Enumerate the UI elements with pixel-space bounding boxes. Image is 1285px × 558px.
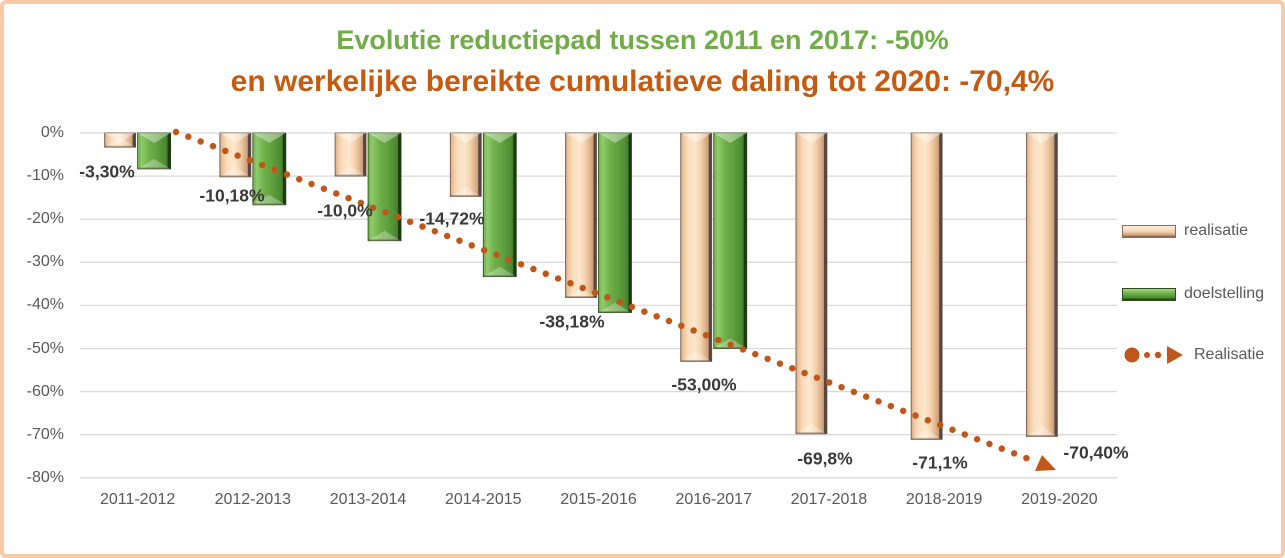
y-tick-label: -80%: [26, 468, 64, 486]
x-axis-label: 2018-2019: [905, 491, 983, 508]
bar-doelstelling[interactable]: [598, 132, 632, 313]
x-axis-label: 2019-2020: [1021, 491, 1098, 508]
bar-doelstelling[interactable]: [482, 132, 517, 278]
x-axis-label: 2014-2015: [445, 491, 522, 508]
legend-label-doelstelling: doelstelling: [1184, 285, 1265, 302]
bar-realisatie[interactable]: [795, 132, 828, 435]
y-tick-label: -30%: [26, 253, 64, 271]
chart-title-line2: en werkelijke bereikte cumulatieve dalin…: [230, 65, 1055, 98]
chart-title-line1: Evolutie reductiepad tussen 2011 en 2017…: [336, 25, 949, 55]
bar-realisatie[interactable]: [334, 132, 367, 177]
legend-label-realisatie-trend: Realisatie: [1194, 346, 1265, 363]
legend-item-doelstelling[interactable]: doelstelling: [1122, 285, 1264, 303]
x-axis-label: 2012-2013: [214, 491, 292, 508]
y-tick-label: -20%: [26, 210, 64, 228]
legend-label-realisatie: realisatie: [1184, 222, 1249, 239]
y-tick-label: -50%: [26, 339, 64, 357]
data-label-realisatie: -14,72%: [419, 208, 485, 229]
data-label-realisatie: -69,8%: [797, 448, 853, 469]
x-axis-label: 2017-2018: [790, 491, 868, 508]
doelstelling-bar-swatch-icon: [1122, 287, 1176, 301]
y-tick-label: -60%: [26, 382, 64, 400]
x-axis-label: 2011-2012: [99, 491, 176, 508]
bar-realisatie[interactable]: [1025, 132, 1058, 437]
bar-doelstelling[interactable]: [367, 132, 402, 242]
bar-doelstelling[interactable]: [252, 132, 287, 206]
bar-realisatie[interactable]: [565, 132, 597, 298]
x-axis-label: 2015-2016: [560, 491, 637, 508]
bar-realisatie[interactable]: [449, 132, 482, 197]
trendline-realisatie[interactable]: [172, 128, 1056, 471]
y-tick-label: 0%: [40, 124, 64, 141]
data-label-realisatie: -71,1%: [912, 452, 968, 473]
dotted-arrow-swatch-icon: [1124, 346, 1183, 364]
bar-realisatie[interactable]: [104, 132, 137, 148]
y-tick-label: -40%: [26, 296, 64, 314]
data-label-realisatie: -10,18%: [199, 185, 265, 206]
y-tick-label: -10%: [26, 167, 64, 185]
bar-doelstelling[interactable]: [137, 132, 172, 170]
legend-item-realisatie[interactable]: realisatie: [1122, 222, 1248, 240]
legend: realisatie doelstelling Realisatie: [1122, 0, 1282, 558]
data-label-realisatie: -53,00%: [671, 374, 737, 395]
trendline-dotted-line[interactable]: [172, 128, 1038, 465]
bar-doelstelling[interactable]: [713, 132, 748, 349]
data-label-realisatie: -10,0%: [317, 200, 373, 221]
data-label-realisatie: -3,30%: [79, 161, 135, 182]
bar-realisatie[interactable]: [680, 132, 713, 362]
bar-realisatie[interactable]: [910, 132, 943, 440]
x-axis-label: 2013-2014: [329, 491, 407, 508]
trendline-arrow-icon: [1035, 455, 1056, 471]
realisatie-bar-swatch-icon: [1122, 224, 1176, 238]
data-label-realisatie: -38,18%: [539, 311, 605, 332]
x-axis-label: 2016-2017: [675, 491, 752, 508]
chart-title: Evolutie reductiepad tussen 2011 en 2017…: [0, 24, 1285, 100]
data-label-realisatie: -70,40%: [1063, 442, 1129, 463]
y-tick-label: -70%: [26, 425, 64, 443]
legend-item-realisatie-trend[interactable]: Realisatie: [1122, 341, 1264, 369]
